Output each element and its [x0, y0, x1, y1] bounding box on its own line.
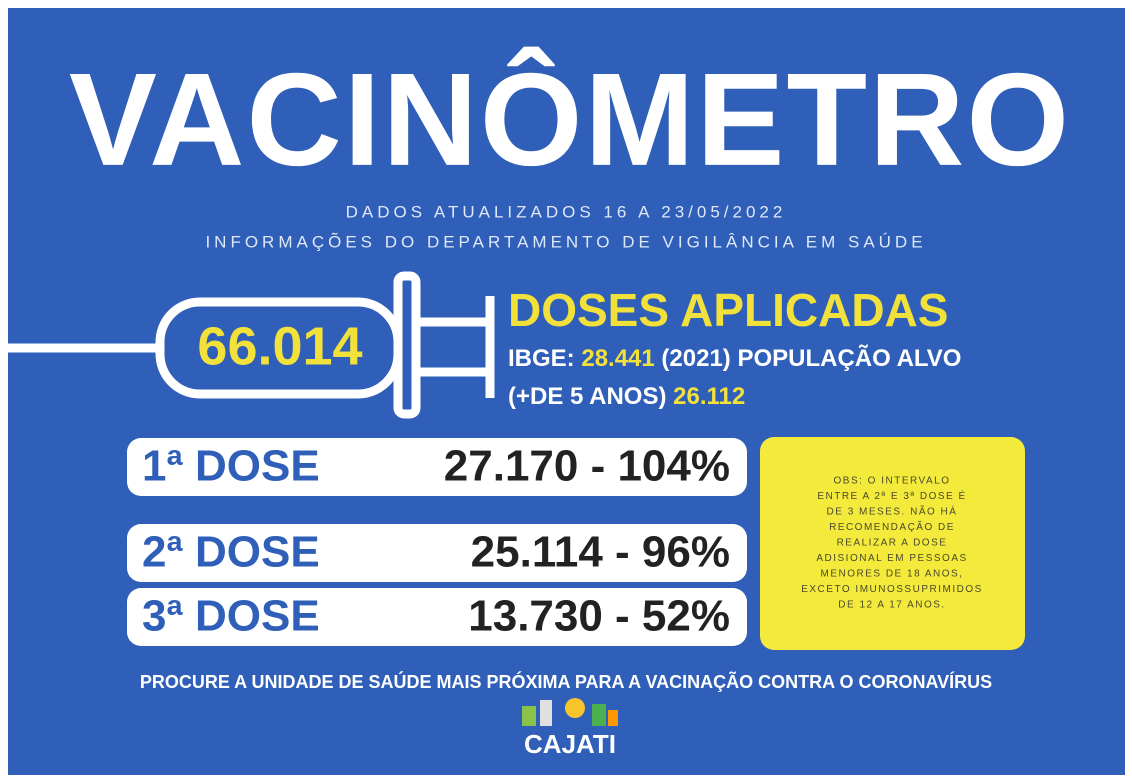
note-line: DE 12 A 17 ANOS.	[838, 600, 945, 611]
dose-row	[127, 524, 747, 582]
note-line: MENORES DE 18 ANOS,	[821, 569, 964, 580]
flange	[393, 271, 421, 419]
dose-label: 1ª DOSE	[142, 442, 320, 491]
note-box	[760, 437, 1025, 650]
total-doses: 66.014	[197, 316, 362, 376]
note-line: ENTRE A 2ª E 3ª DOSE É	[817, 489, 966, 502]
title: VACINÔMETRO	[69, 46, 1071, 193]
note-line: EXCETO IMUNOSSUPRIMIDOS	[801, 584, 983, 595]
logo-building	[608, 710, 618, 726]
logo-sun	[565, 698, 585, 718]
logo: CAJATI	[522, 698, 618, 759]
ibge-suffix: (2021) POPULAÇÃO ALVO	[661, 344, 961, 372]
note-line: REALIZAR A DOSE	[837, 538, 948, 549]
dose-row	[127, 438, 747, 496]
logo-text: CAJATI	[524, 729, 616, 759]
ibge-label: IBGE:	[508, 345, 575, 372]
footer-text: PROCURE A UNIDADE DE SAÚDE MAIS PRÓXIMA …	[140, 671, 992, 692]
note-line: ADISIONAL EM PESSOAS	[816, 553, 967, 564]
note-line: OBS: O INTERVALO	[834, 476, 951, 487]
dose-label: 2ª DOSE	[142, 528, 320, 577]
note-line: RECOMENDAÇÃO DE	[829, 520, 955, 533]
dose-value: 25.114 - 96%	[471, 528, 730, 577]
syringe	[0, 271, 495, 419]
target-label: (+DE 5 ANOS)	[508, 383, 666, 410]
dose-value: 13.730 - 52%	[468, 592, 730, 641]
subtitle-line: INFORMAÇÕES DO DEPARTAMENTO DE VIGILÂNCI…	[205, 232, 926, 251]
subtitle-line: DADOS ATUALIZADOS 16 A 23/05/2022	[346, 202, 787, 221]
note: OBS: O INTERVALO ENTRE A 2ª E 3ª DOSE É DE…	[801, 476, 983, 611]
dose-rows: 1ª DOSE 27.170 - 104% 2ª DOSE 25.114 - 96% 3…	[127, 438, 747, 646]
dose-row	[127, 588, 747, 646]
dose-label: 3ª DOSE	[142, 592, 320, 641]
logo-building	[592, 704, 606, 726]
ibge-value: 28.441	[581, 345, 654, 372]
target-value: 26.112	[673, 383, 745, 410]
dose-value: 27.170 - 104%	[444, 442, 730, 491]
ibge-line: IBGE: 28.441 (2021) POPULAÇÃO ALVO	[508, 344, 961, 372]
note-line: DE 3 MESES. NÃO HÁ	[827, 505, 958, 518]
doses-heading: DOSES APLICADAS	[508, 284, 948, 336]
logo-building	[522, 706, 536, 726]
target-line: (+DE 5 ANOS) 26.112	[508, 383, 745, 410]
logo-building	[540, 700, 552, 726]
